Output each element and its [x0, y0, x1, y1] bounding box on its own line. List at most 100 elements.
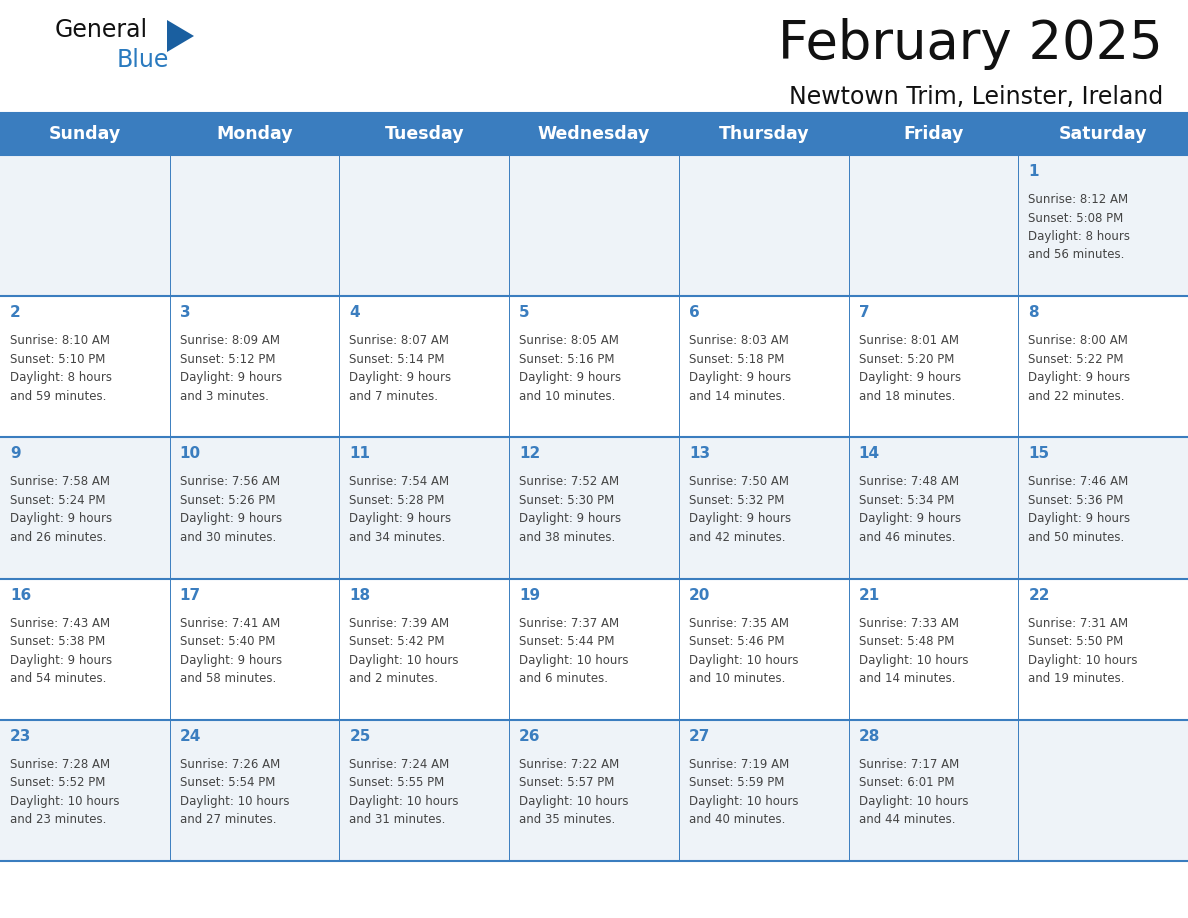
- Text: Sunrise: 7:48 AM: Sunrise: 7:48 AM: [859, 476, 959, 488]
- Text: Sunrise: 7:54 AM: Sunrise: 7:54 AM: [349, 476, 449, 488]
- Text: Sunset: 5:18 PM: Sunset: 5:18 PM: [689, 353, 784, 365]
- Text: Blue: Blue: [116, 48, 170, 72]
- Text: and 18 minutes.: and 18 minutes.: [859, 390, 955, 403]
- Text: and 10 minutes.: and 10 minutes.: [519, 390, 615, 403]
- Text: Sunrise: 8:00 AM: Sunrise: 8:00 AM: [1029, 334, 1129, 347]
- Text: 23: 23: [10, 729, 31, 744]
- Text: Sunrise: 8:01 AM: Sunrise: 8:01 AM: [859, 334, 959, 347]
- Text: Daylight: 9 hours: Daylight: 9 hours: [179, 371, 282, 385]
- Text: Sunrise: 7:37 AM: Sunrise: 7:37 AM: [519, 617, 619, 630]
- Text: Sunset: 5:32 PM: Sunset: 5:32 PM: [689, 494, 784, 507]
- Text: Daylight: 9 hours: Daylight: 9 hours: [179, 654, 282, 666]
- Text: and 27 minutes.: and 27 minutes.: [179, 813, 277, 826]
- Text: Daylight: 9 hours: Daylight: 9 hours: [179, 512, 282, 525]
- Text: Sunset: 5:24 PM: Sunset: 5:24 PM: [10, 494, 106, 507]
- Text: Sunset: 5:20 PM: Sunset: 5:20 PM: [859, 353, 954, 365]
- Text: 7: 7: [859, 305, 870, 320]
- Text: Sunset: 5:57 PM: Sunset: 5:57 PM: [519, 777, 614, 789]
- Text: Sunrise: 8:10 AM: Sunrise: 8:10 AM: [10, 334, 110, 347]
- Text: 11: 11: [349, 446, 371, 462]
- Text: 19: 19: [519, 588, 541, 602]
- Text: 13: 13: [689, 446, 710, 462]
- Text: Sunrise: 7:52 AM: Sunrise: 7:52 AM: [519, 476, 619, 488]
- Text: Sunrise: 7:28 AM: Sunrise: 7:28 AM: [10, 757, 110, 771]
- Text: Sunset: 5:30 PM: Sunset: 5:30 PM: [519, 494, 614, 507]
- Text: Sunset: 5:22 PM: Sunset: 5:22 PM: [1029, 353, 1124, 365]
- Text: Daylight: 10 hours: Daylight: 10 hours: [859, 795, 968, 808]
- Text: Daylight: 10 hours: Daylight: 10 hours: [689, 654, 798, 666]
- Text: Daylight: 8 hours: Daylight: 8 hours: [10, 371, 112, 385]
- Text: Saturday: Saturday: [1059, 125, 1148, 143]
- Text: Wednesday: Wednesday: [538, 125, 650, 143]
- Text: Sunset: 5:10 PM: Sunset: 5:10 PM: [10, 353, 106, 365]
- Text: Daylight: 8 hours: Daylight: 8 hours: [1029, 230, 1130, 243]
- Text: Sunrise: 7:58 AM: Sunrise: 7:58 AM: [10, 476, 110, 488]
- Text: and 31 minutes.: and 31 minutes.: [349, 813, 446, 826]
- Text: Sunset: 5:12 PM: Sunset: 5:12 PM: [179, 353, 276, 365]
- Text: 21: 21: [859, 588, 880, 602]
- Text: 9: 9: [10, 446, 20, 462]
- Text: Sunrise: 8:03 AM: Sunrise: 8:03 AM: [689, 334, 789, 347]
- Text: Daylight: 9 hours: Daylight: 9 hours: [519, 512, 621, 525]
- Text: Daylight: 10 hours: Daylight: 10 hours: [519, 795, 628, 808]
- Polygon shape: [168, 20, 194, 52]
- Text: 20: 20: [689, 588, 710, 602]
- Text: and 42 minutes.: and 42 minutes.: [689, 531, 785, 543]
- Text: and 44 minutes.: and 44 minutes.: [859, 813, 955, 826]
- Text: and 58 minutes.: and 58 minutes.: [179, 672, 276, 685]
- Bar: [0, 297, 1188, 437]
- Text: and 7 minutes.: and 7 minutes.: [349, 390, 438, 403]
- Text: Sunrise: 7:41 AM: Sunrise: 7:41 AM: [179, 617, 280, 630]
- Bar: [0, 155, 1188, 297]
- Text: Sunset: 5:59 PM: Sunset: 5:59 PM: [689, 777, 784, 789]
- Text: Daylight: 10 hours: Daylight: 10 hours: [179, 795, 289, 808]
- Text: 18: 18: [349, 588, 371, 602]
- Text: Sunset: 5:50 PM: Sunset: 5:50 PM: [1029, 635, 1124, 648]
- Text: Newtown Trim, Leinster, Ireland: Newtown Trim, Leinster, Ireland: [789, 85, 1163, 109]
- Text: and 6 minutes.: and 6 minutes.: [519, 672, 608, 685]
- Text: Daylight: 9 hours: Daylight: 9 hours: [689, 512, 791, 525]
- Text: Thursday: Thursday: [719, 125, 809, 143]
- Text: Friday: Friday: [903, 125, 963, 143]
- Text: and 54 minutes.: and 54 minutes.: [10, 672, 107, 685]
- Text: Sunset: 5:08 PM: Sunset: 5:08 PM: [1029, 211, 1124, 225]
- Text: and 23 minutes.: and 23 minutes.: [10, 813, 107, 826]
- Text: Sunrise: 7:43 AM: Sunrise: 7:43 AM: [10, 617, 110, 630]
- Text: Daylight: 10 hours: Daylight: 10 hours: [10, 795, 120, 808]
- Text: Sunset: 5:40 PM: Sunset: 5:40 PM: [179, 635, 276, 648]
- Text: Daylight: 10 hours: Daylight: 10 hours: [859, 654, 968, 666]
- Text: and 56 minutes.: and 56 minutes.: [1029, 249, 1125, 262]
- Text: 24: 24: [179, 729, 201, 744]
- Text: 5: 5: [519, 305, 530, 320]
- Bar: [0, 578, 1188, 720]
- Text: 6: 6: [689, 305, 700, 320]
- Text: and 14 minutes.: and 14 minutes.: [859, 672, 955, 685]
- Bar: [0, 113, 1188, 155]
- Text: Sunset: 5:28 PM: Sunset: 5:28 PM: [349, 494, 444, 507]
- Text: Daylight: 9 hours: Daylight: 9 hours: [859, 371, 961, 385]
- Text: Sunrise: 7:31 AM: Sunrise: 7:31 AM: [1029, 617, 1129, 630]
- Text: Sunset: 5:48 PM: Sunset: 5:48 PM: [859, 635, 954, 648]
- Text: and 10 minutes.: and 10 minutes.: [689, 672, 785, 685]
- Text: and 34 minutes.: and 34 minutes.: [349, 531, 446, 543]
- Text: Sunset: 5:42 PM: Sunset: 5:42 PM: [349, 635, 446, 648]
- Text: Daylight: 9 hours: Daylight: 9 hours: [1029, 512, 1131, 525]
- Text: Daylight: 10 hours: Daylight: 10 hours: [349, 654, 459, 666]
- Text: Sunrise: 7:19 AM: Sunrise: 7:19 AM: [689, 757, 789, 771]
- Text: Monday: Monday: [216, 125, 293, 143]
- Text: and 26 minutes.: and 26 minutes.: [10, 531, 107, 543]
- Text: and 35 minutes.: and 35 minutes.: [519, 813, 615, 826]
- Text: Sunset: 5:36 PM: Sunset: 5:36 PM: [1029, 494, 1124, 507]
- Text: and 14 minutes.: and 14 minutes.: [689, 390, 785, 403]
- Text: Sunrise: 7:33 AM: Sunrise: 7:33 AM: [859, 617, 959, 630]
- Text: 27: 27: [689, 729, 710, 744]
- Text: February 2025: February 2025: [778, 18, 1163, 70]
- Text: 10: 10: [179, 446, 201, 462]
- Text: Sunrise: 8:12 AM: Sunrise: 8:12 AM: [1029, 193, 1129, 206]
- Text: and 3 minutes.: and 3 minutes.: [179, 390, 268, 403]
- Text: Daylight: 10 hours: Daylight: 10 hours: [519, 654, 628, 666]
- Text: Daylight: 9 hours: Daylight: 9 hours: [519, 371, 621, 385]
- Text: Sunrise: 7:17 AM: Sunrise: 7:17 AM: [859, 757, 959, 771]
- Text: Sunrise: 7:24 AM: Sunrise: 7:24 AM: [349, 757, 450, 771]
- Text: and 22 minutes.: and 22 minutes.: [1029, 390, 1125, 403]
